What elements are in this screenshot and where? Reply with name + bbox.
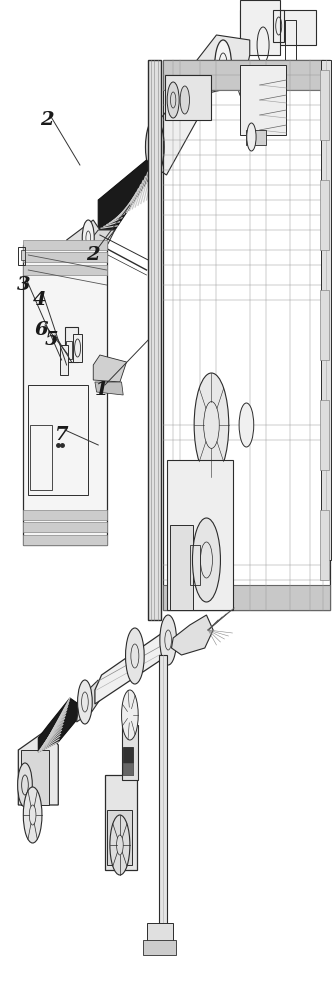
Bar xyxy=(163,60,330,90)
Circle shape xyxy=(122,690,138,740)
Bar xyxy=(60,345,68,375)
Circle shape xyxy=(146,119,164,175)
Bar xyxy=(23,240,107,250)
Text: 5: 5 xyxy=(45,331,59,349)
Circle shape xyxy=(82,220,94,256)
Bar xyxy=(66,341,72,359)
Polygon shape xyxy=(171,615,213,655)
Bar xyxy=(147,923,173,945)
Text: 3: 3 xyxy=(17,276,30,294)
Text: 7: 7 xyxy=(55,426,69,444)
Bar xyxy=(159,655,166,935)
Bar xyxy=(28,385,88,495)
Text: 1: 1 xyxy=(95,381,109,399)
Bar xyxy=(18,247,25,265)
Bar xyxy=(273,10,284,42)
Bar xyxy=(165,75,211,120)
Bar xyxy=(166,460,233,610)
Circle shape xyxy=(239,403,254,447)
Bar xyxy=(30,425,52,490)
Bar xyxy=(240,65,286,135)
Bar xyxy=(320,70,329,140)
Bar xyxy=(21,250,25,260)
Bar xyxy=(190,545,200,585)
Circle shape xyxy=(192,518,220,602)
Polygon shape xyxy=(67,220,100,260)
Circle shape xyxy=(247,123,256,151)
Bar xyxy=(65,327,78,362)
Bar xyxy=(246,130,266,145)
Polygon shape xyxy=(152,65,213,175)
Bar xyxy=(105,775,137,870)
Bar xyxy=(170,525,193,610)
Text: 2: 2 xyxy=(87,246,100,264)
Circle shape xyxy=(23,787,42,843)
Circle shape xyxy=(180,86,189,114)
Bar xyxy=(73,334,82,362)
Circle shape xyxy=(215,40,231,90)
Bar xyxy=(163,60,330,610)
Polygon shape xyxy=(38,698,80,752)
Bar xyxy=(23,245,107,545)
Bar xyxy=(23,252,107,262)
Bar xyxy=(23,535,107,545)
Bar xyxy=(148,60,161,620)
Bar xyxy=(123,747,133,775)
Circle shape xyxy=(167,82,179,118)
Polygon shape xyxy=(95,382,123,395)
Circle shape xyxy=(238,66,248,98)
Bar xyxy=(163,585,330,610)
Circle shape xyxy=(160,615,176,665)
Bar xyxy=(285,20,296,60)
Polygon shape xyxy=(18,730,58,805)
Polygon shape xyxy=(90,230,115,250)
Bar xyxy=(23,265,107,275)
Polygon shape xyxy=(98,160,155,230)
Bar xyxy=(122,725,138,780)
Bar xyxy=(23,522,107,532)
Bar xyxy=(23,510,107,520)
Bar xyxy=(107,810,132,865)
Text: 6: 6 xyxy=(35,321,49,339)
Bar xyxy=(320,400,329,470)
Text: 2: 2 xyxy=(40,111,54,129)
Circle shape xyxy=(110,815,130,875)
Polygon shape xyxy=(77,680,103,722)
Text: 4: 4 xyxy=(33,291,47,309)
Bar xyxy=(320,180,329,250)
Polygon shape xyxy=(95,630,176,704)
Polygon shape xyxy=(193,35,250,95)
Bar xyxy=(123,763,133,775)
Circle shape xyxy=(78,680,92,724)
Bar xyxy=(321,60,331,560)
Bar xyxy=(143,940,176,955)
Polygon shape xyxy=(93,355,127,382)
Bar xyxy=(21,750,49,805)
Circle shape xyxy=(194,373,229,477)
Circle shape xyxy=(18,763,32,807)
Bar xyxy=(240,10,316,45)
Bar xyxy=(320,290,329,360)
Bar xyxy=(320,510,329,580)
Bar xyxy=(240,0,280,55)
Polygon shape xyxy=(87,230,115,255)
Circle shape xyxy=(126,628,144,684)
